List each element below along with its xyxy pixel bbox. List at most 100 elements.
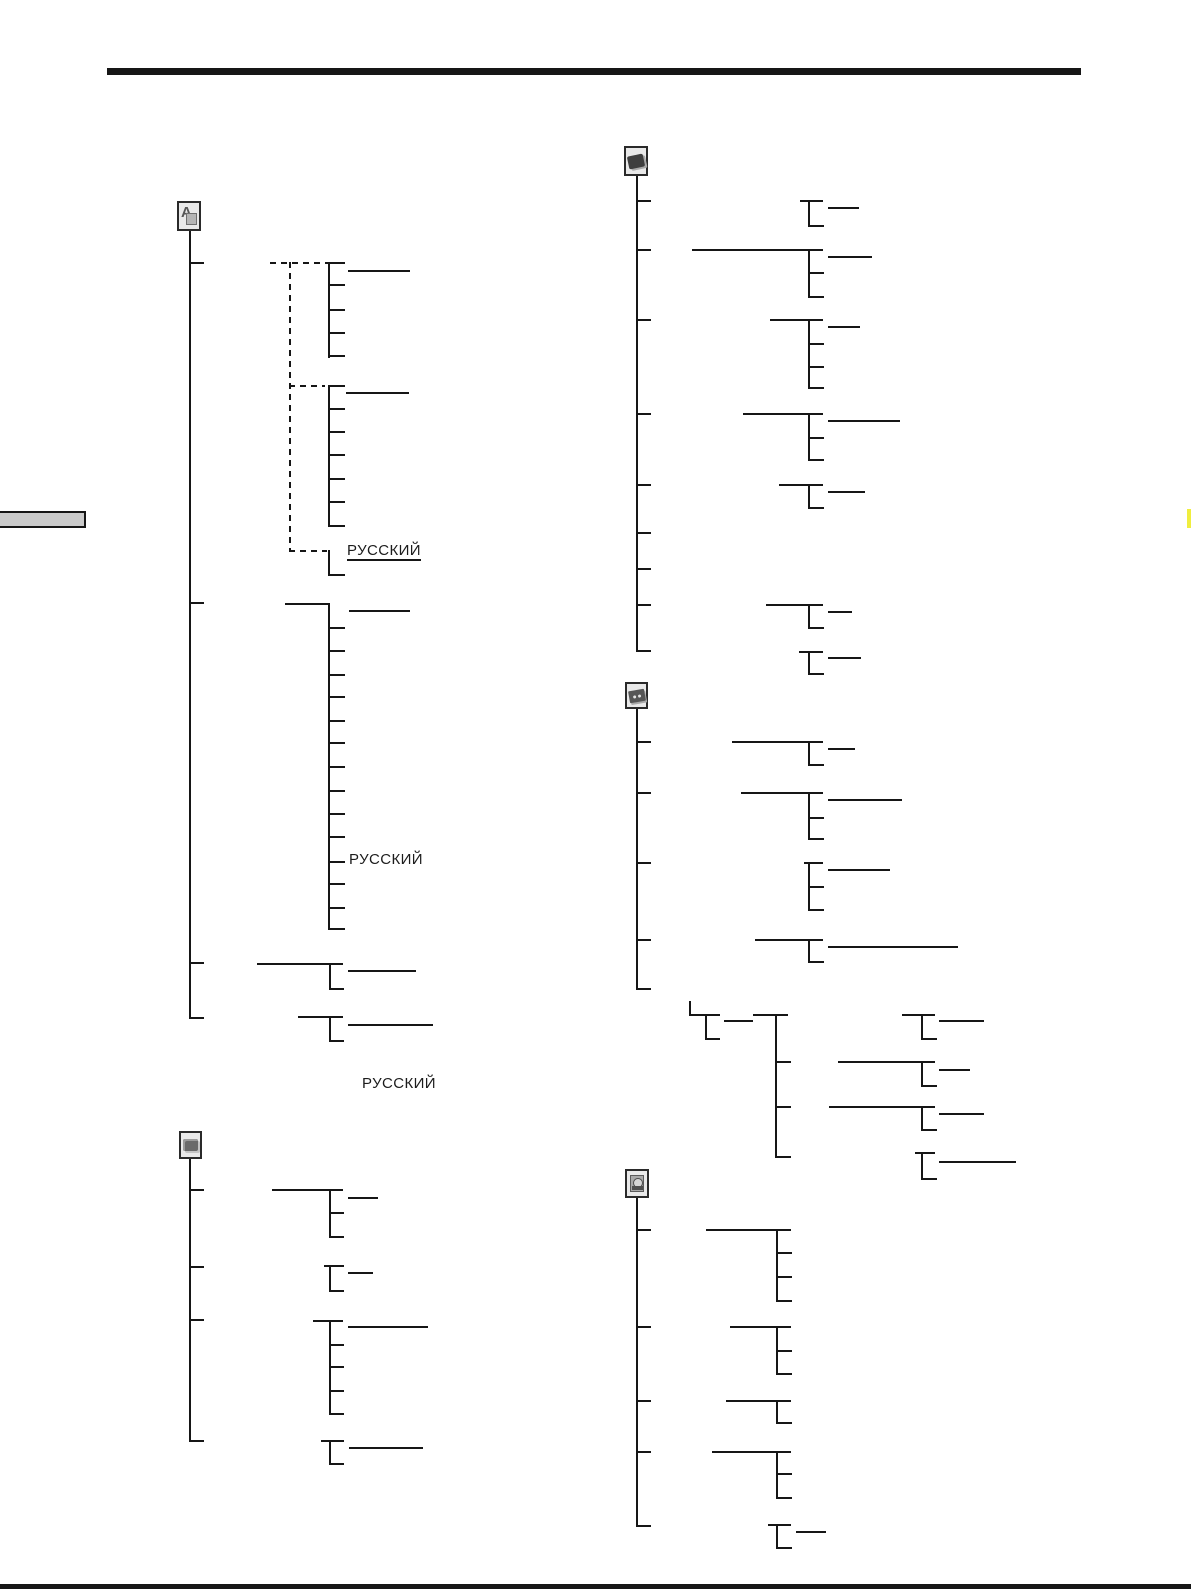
tree-line <box>636 741 651 743</box>
tree-line <box>328 385 345 387</box>
tree-line <box>796 1531 826 1533</box>
tree-line <box>776 1373 792 1375</box>
tree-line <box>741 792 823 794</box>
page-edge-mark <box>1187 509 1191 528</box>
tree-line <box>808 673 824 675</box>
tree-line <box>902 1014 935 1016</box>
tree-line <box>189 1440 204 1442</box>
tree-line <box>348 270 410 272</box>
tree-line <box>808 459 824 461</box>
tree-line <box>828 420 900 422</box>
tree-line <box>329 1290 344 1292</box>
tree-line <box>775 1061 791 1063</box>
tree-line <box>776 1497 792 1499</box>
tree-line <box>636 413 651 415</box>
tree-line <box>775 1156 791 1158</box>
tree-line <box>776 1400 778 1424</box>
tree-line <box>272 1189 343 1191</box>
tree-line <box>705 1038 720 1040</box>
tree-line <box>808 909 824 911</box>
russian-language-label: РУССКИЙ <box>347 542 421 561</box>
tree-line <box>799 651 823 653</box>
tree-line <box>328 385 330 527</box>
tree-line <box>828 946 958 948</box>
tree-line <box>328 861 345 863</box>
vcr-menu-icon <box>624 146 648 176</box>
tree-line <box>828 657 861 659</box>
tree-line <box>328 408 345 410</box>
tree-line <box>189 230 191 1019</box>
tree-line <box>328 574 345 576</box>
tree-line <box>328 525 345 527</box>
tree-line <box>348 1272 373 1274</box>
tree-line <box>189 1158 191 1442</box>
tree-line-dashed <box>289 385 325 387</box>
tree-line <box>636 532 651 534</box>
tree-line <box>348 970 416 972</box>
tree-line <box>776 1229 778 1302</box>
tree-line <box>808 651 810 675</box>
tree-line <box>776 1422 792 1424</box>
tree-line <box>189 1017 204 1019</box>
tree-line <box>329 1040 344 1042</box>
tree-line <box>329 1366 344 1368</box>
tree-line <box>776 1350 792 1352</box>
tree-line <box>776 1473 792 1475</box>
tree-line <box>828 799 902 801</box>
tree-line <box>328 454 345 456</box>
tree-line <box>636 604 651 606</box>
tree-line <box>189 262 204 264</box>
tree-line <box>730 1326 791 1328</box>
tree-line <box>808 272 824 274</box>
tree-line <box>828 207 859 209</box>
tree-line <box>285 603 330 605</box>
tree-line <box>329 1265 331 1292</box>
tree-line <box>189 1266 204 1268</box>
tree-line <box>939 1020 984 1022</box>
tree-line <box>328 928 345 930</box>
tree-line <box>766 604 823 606</box>
russian-language-label: РУССКИЙ <box>349 851 423 868</box>
tree-line <box>808 507 824 509</box>
tree-line <box>726 1400 791 1402</box>
tree-line <box>724 1020 753 1022</box>
bottom-rule <box>0 1584 1191 1589</box>
tree-line <box>328 674 345 676</box>
tree-line <box>348 1197 378 1199</box>
tree-line <box>328 627 345 629</box>
tree-line <box>636 249 651 251</box>
tree-line <box>921 1106 923 1131</box>
disc-menu-icon <box>625 1169 649 1198</box>
tree-line <box>189 602 204 604</box>
tree-line <box>808 838 824 840</box>
tree-line <box>328 696 345 698</box>
tree-line <box>939 1161 1016 1163</box>
tree-line <box>776 1547 792 1549</box>
tree-line <box>636 1400 651 1402</box>
tree-line <box>808 961 824 963</box>
tree-line <box>921 1178 937 1180</box>
tree-line <box>348 1326 428 1328</box>
tree-line <box>257 963 343 965</box>
tree-line <box>808 939 810 963</box>
tree-line <box>828 326 860 328</box>
tree-line-dashed <box>270 262 328 264</box>
tree-line <box>808 319 810 389</box>
tree-line <box>189 962 204 964</box>
tree-line <box>828 256 872 258</box>
tree-line <box>828 748 855 750</box>
tree-line-dashed <box>289 550 327 552</box>
tree-line <box>328 431 345 433</box>
tree-line <box>808 437 824 439</box>
tree-line <box>636 709 638 990</box>
top-rule <box>107 68 1081 75</box>
tree-line <box>324 1265 344 1267</box>
tree-line <box>775 1106 791 1108</box>
tree-line <box>808 604 810 629</box>
tree-line <box>808 296 824 298</box>
tree-line <box>328 262 345 264</box>
tree-line <box>828 869 890 871</box>
tree-line <box>328 355 345 357</box>
tree-line <box>808 200 810 227</box>
tree-line <box>808 764 824 766</box>
